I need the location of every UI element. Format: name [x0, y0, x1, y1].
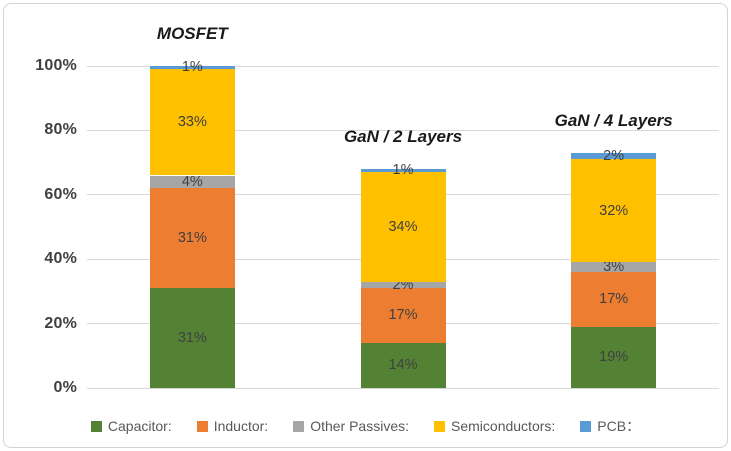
gridline: [87, 129, 719, 131]
bar-segment: 19%: [571, 326, 657, 388]
legend-label: Other Passives:: [310, 418, 410, 434]
bar-segment: 3%: [571, 259, 657, 276]
y-axis-tick-label: 20%: [44, 314, 77, 332]
legend-swatch-icon: [580, 420, 592, 432]
segment-value-label: 4%: [181, 173, 203, 190]
legend-swatch-icon: [90, 420, 102, 432]
category-title: GaN / 2 Layers: [343, 127, 463, 147]
legend: Capacitor: Inductor: Other Passives: Semico…: [4, 412, 727, 440]
chart-frame: 0% 20% 40% 60% 80% 100% 31% 31% 4% 33% 1% MOSFET 14%…: [3, 3, 728, 448]
segment-value-label: 2%: [603, 147, 625, 164]
segment-value-label: 1%: [181, 59, 203, 76]
bar-segment: 4%: [149, 173, 235, 190]
bar-segment: 17%: [571, 272, 657, 327]
bar-segment: 31%: [149, 188, 235, 289]
legend-item: Inductor:: [196, 418, 269, 434]
bar-segment: 2%: [571, 149, 657, 163]
bar-segment: 32%: [571, 159, 657, 263]
bar-segment: 17%: [360, 288, 446, 343]
y-axis-tick-label: 80%: [44, 121, 77, 139]
y-axis-tick-label: 40%: [44, 250, 77, 268]
legend-label: Semiconductors:: [451, 418, 556, 434]
bar-segment: 33%: [149, 69, 235, 176]
gridline: [87, 387, 719, 389]
y-axis-tick-label: 60%: [44, 185, 77, 203]
segment-value-label: 14%: [388, 357, 418, 374]
segment-value-label: 19%: [599, 349, 629, 366]
gridline: [87, 65, 719, 67]
segment-value-label: 31%: [177, 329, 207, 346]
legend-item: Capacitor:: [90, 418, 172, 434]
segment-value-label: 34%: [388, 218, 418, 235]
legend-swatch-icon: [434, 420, 446, 432]
bar-segment: 34%: [360, 172, 446, 282]
bar-segment: 1%: [149, 60, 235, 74]
legend-swatch-icon: [293, 420, 305, 432]
segment-value-label: 32%: [599, 202, 629, 219]
bar-segment: 31%: [149, 288, 235, 388]
segment-value-label: 31%: [177, 230, 207, 247]
segment-value-label: 17%: [599, 291, 629, 308]
legend-item: Other Passives:: [293, 418, 409, 434]
category-title: MOSFET: [156, 24, 228, 43]
legend-item: Semiconductors:: [434, 418, 555, 434]
bar-segment: 1%: [360, 163, 446, 177]
plot-area: 0% 20% 40% 60% 80% 100% 31% 31% 4% 33% 1% MOSFET 14%…: [35, 24, 719, 396]
y-axis-tick-label: 100%: [35, 57, 77, 74]
legend-swatch-icon: [196, 420, 208, 432]
legend-label: Inductor:: [213, 418, 269, 434]
category-title: GaN / 4 Layers: [554, 110, 673, 130]
legend-label: PCB：: [597, 418, 641, 434]
bar-segment: 14%: [360, 342, 446, 388]
segment-value-label: 33%: [177, 114, 207, 131]
segment-value-label: 1%: [392, 162, 414, 179]
legend-label: Capacitor:: [107, 418, 172, 434]
bar-segment: 2%: [360, 278, 446, 292]
segment-value-label: 17%: [388, 307, 418, 324]
segment-value-label: 3%: [603, 259, 625, 276]
y-axis-tick-label: 0%: [53, 379, 77, 396]
legend-item: PCB：: [580, 416, 640, 436]
